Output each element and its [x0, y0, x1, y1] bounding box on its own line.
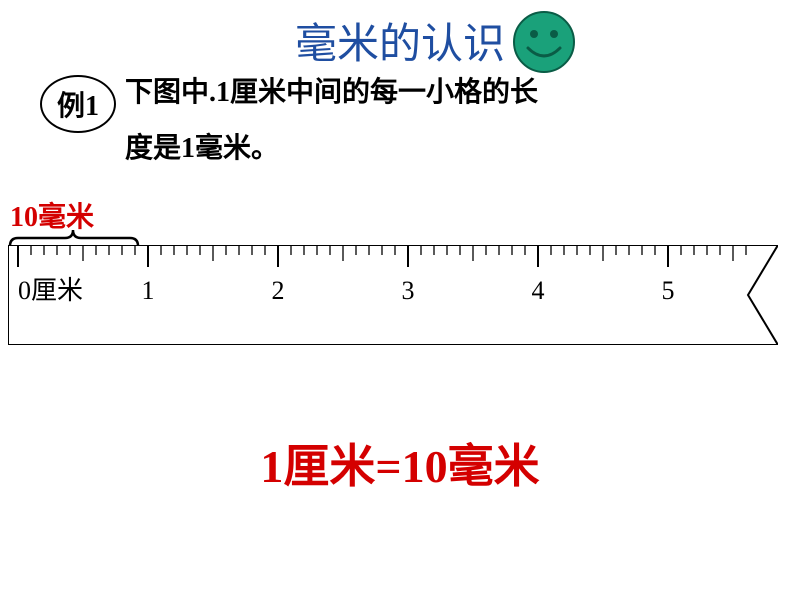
- desc-line1: 下图中.1厘米中间的每一小格的长: [125, 65, 685, 121]
- ruler: 0厘米 1 2 3 4 5: [8, 245, 778, 350]
- description: 下图中.1厘米中间的每一小格的长 度是1毫米。: [125, 65, 685, 177]
- svg-text:5: 5: [662, 276, 675, 305]
- svg-text:1: 1: [142, 276, 155, 305]
- example-badge: 例1: [40, 75, 116, 133]
- equation: 1厘米=10毫米: [0, 430, 800, 496]
- desc-line2: 度是1毫米。: [125, 121, 685, 177]
- example-label: 例1: [57, 84, 99, 124]
- svg-text:3: 3: [402, 276, 415, 305]
- page-title: 毫米的认识: [0, 10, 800, 71]
- title-text: 毫米的认识: [295, 22, 505, 68]
- svg-text:4: 4: [532, 276, 545, 305]
- svg-text:0厘米: 0厘米: [18, 276, 83, 305]
- equation-text: 1厘米=10毫米: [260, 441, 539, 492]
- svg-text:2: 2: [272, 276, 285, 305]
